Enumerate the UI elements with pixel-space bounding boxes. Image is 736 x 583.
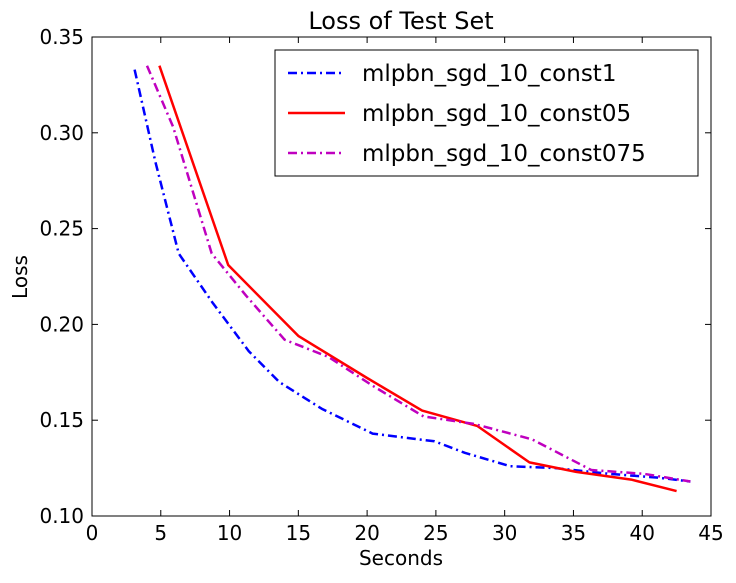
y-tick-label: 0.10 [39,504,84,528]
plot-frame [91,36,712,517]
series-line-3 [145,65,691,483]
x-tick-label: 40 [629,521,654,545]
y-tick-label: 0.20 [39,312,84,336]
chart-title: Loss of Test Set [308,7,493,35]
y-axis-label: Loss [8,255,32,299]
x-tick-label: 15 [286,521,311,545]
legend: mlpbn_sgd_10_const1 mlpbn_sgd_10_const05m… [274,49,699,177]
x-axis-label: Seconds [359,546,443,570]
y-tick-label: 0.30 [39,121,84,145]
x-tick-label: 0 [86,521,99,545]
ticks-layer: 0 5 10 15 20 25 30 35 40 45 0.10 0.15 0.20 0.25 0.30 0.… [39,25,723,545]
series-layer [133,65,691,493]
legend-label-2: mlpbn_sgd_10_const05 [362,101,631,127]
series-line-1 [133,69,691,483]
x-tick-label: 5 [154,521,167,545]
x-tick-label: 30 [492,521,517,545]
x-tick-label: 20 [354,521,379,545]
legend-frame [274,49,699,177]
x-tick-label: 35 [561,521,586,545]
series-line-2 [158,65,677,493]
x-tick-label: 25 [423,521,448,545]
y-tick-label: 0.25 [39,217,84,241]
x-tick-label: 45 [698,521,723,545]
y-tick-label: 0.35 [39,25,84,49]
y-tick-label: 0.15 [39,408,84,432]
legend-label-1: mlpbn_sgd_10_const1 [362,61,616,87]
legend-label-3: mlpbn_sgd_10_const075 [362,141,646,167]
x-tick-label: 10 [217,521,242,545]
